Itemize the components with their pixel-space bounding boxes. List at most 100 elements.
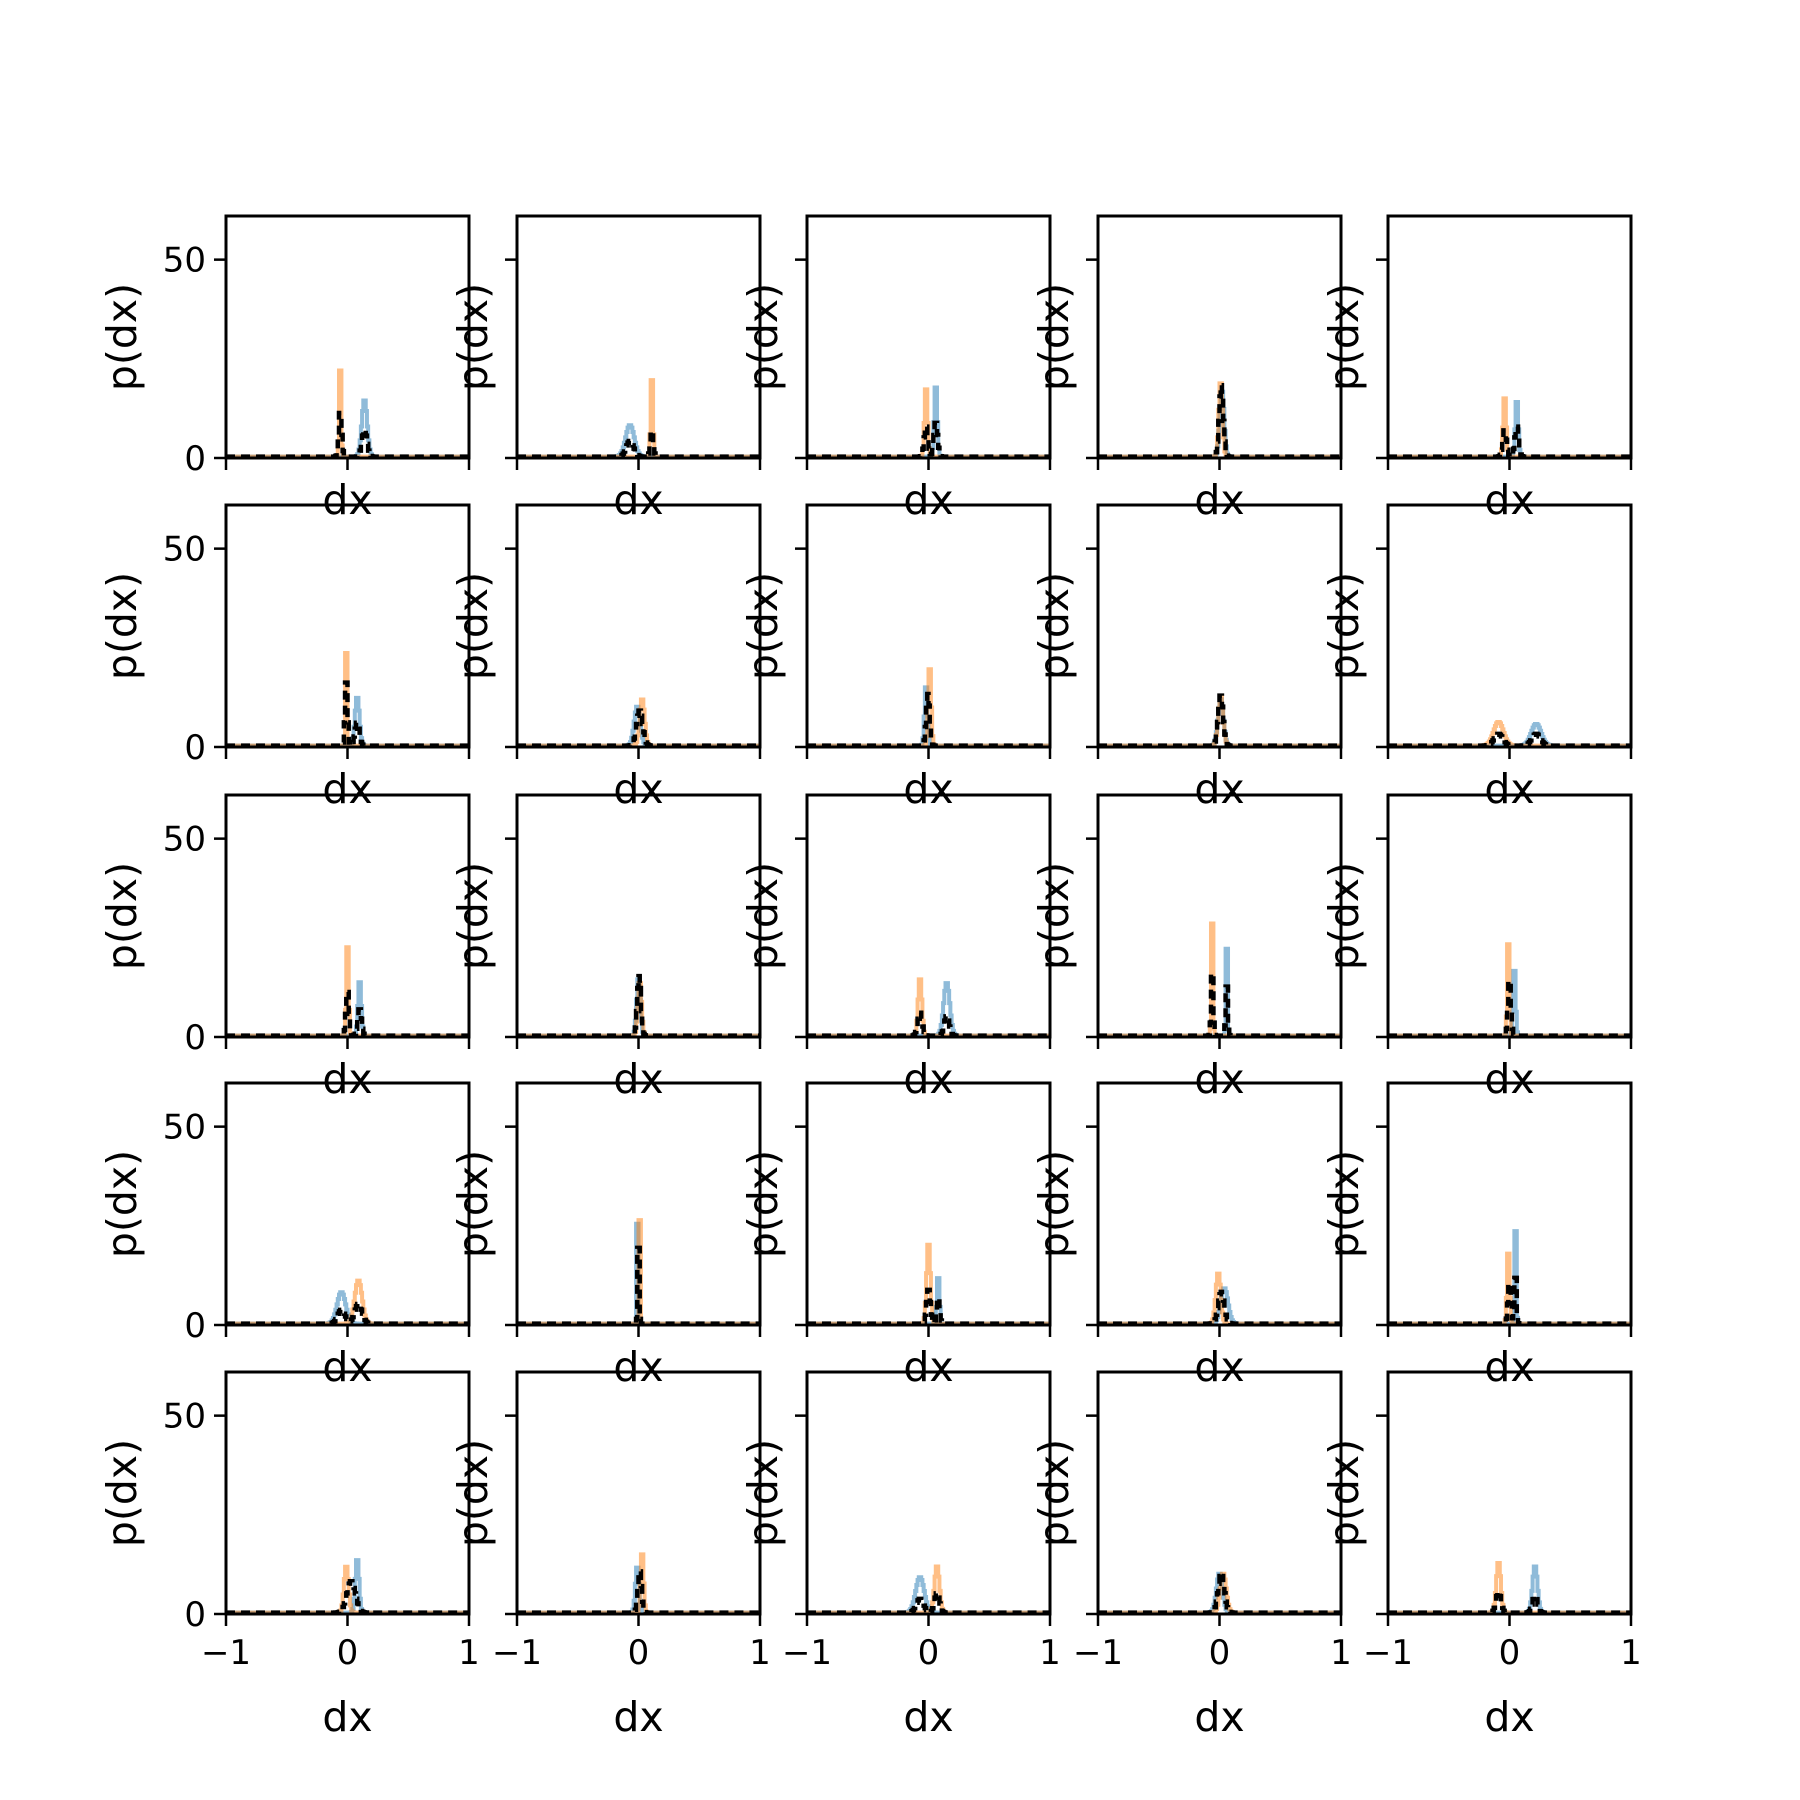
y-axis-label: p(dx) bbox=[98, 1150, 146, 1258]
x-tick-label: 0 bbox=[918, 1633, 940, 1673]
y-axis-label: p(dx) bbox=[98, 862, 146, 970]
y-tick-label: 50 bbox=[163, 530, 206, 570]
y-axis-label: p(dx) bbox=[449, 283, 497, 391]
histogram-orange bbox=[226, 1564, 469, 1614]
y-axis-label: p(dx) bbox=[98, 1439, 146, 1547]
y-axis-label: p(dx) bbox=[1030, 1150, 1078, 1258]
axes-frame bbox=[1096, 793, 1343, 1039]
y-axis-label: p(dx) bbox=[1320, 1150, 1368, 1258]
histogram-mean-dashed bbox=[1388, 424, 1631, 458]
y-tick-label: 0 bbox=[184, 1018, 206, 1058]
subplot-r2-c4: dx p(dx) bbox=[1320, 793, 1633, 1103]
y-axis-label: p(dx) bbox=[1030, 283, 1078, 391]
histogram-blue bbox=[807, 1575, 1050, 1614]
x-axis-label: dx bbox=[1194, 1343, 1244, 1391]
subplot-r3-c1: dx p(dx) bbox=[449, 1081, 762, 1391]
axes-frame bbox=[1386, 503, 1633, 749]
y-axis-label: p(dx) bbox=[449, 572, 497, 680]
axes-frame bbox=[224, 214, 471, 460]
x-axis-label: dx bbox=[903, 765, 953, 813]
x-axis-label: dx bbox=[1484, 1055, 1534, 1103]
y-tick-label: 0 bbox=[184, 439, 206, 479]
x-tick-label: 1 bbox=[749, 1633, 771, 1673]
x-axis-label: dx bbox=[903, 1055, 953, 1103]
subplot-r2-c2: dx p(dx) bbox=[739, 793, 1052, 1103]
y-tick-label: 0 bbox=[184, 1306, 206, 1346]
x-tick-label: −1 bbox=[782, 1633, 832, 1673]
axes-frame bbox=[1386, 214, 1633, 460]
histogram-blue bbox=[1098, 946, 1341, 1037]
histogram-orange bbox=[517, 981, 760, 1037]
x-axis-label: dx bbox=[322, 476, 372, 524]
x-tick-label: 1 bbox=[1620, 1633, 1642, 1673]
subplot-r0-c0: 0 50 dx p(dx) bbox=[98, 214, 471, 524]
subplot-r0-c4: dx p(dx) bbox=[1320, 214, 1633, 524]
x-axis-label: dx bbox=[613, 1055, 663, 1103]
subplot-r2-c3: dx p(dx) bbox=[1030, 793, 1343, 1103]
axes-frame bbox=[1386, 1370, 1633, 1616]
x-axis-label: dx bbox=[322, 1055, 372, 1103]
histogram-blue bbox=[517, 423, 760, 458]
histogram-orange bbox=[1098, 921, 1341, 1037]
x-axis-label: dx bbox=[613, 765, 663, 813]
y-axis-label: p(dx) bbox=[1320, 572, 1368, 680]
x-axis-label: dx bbox=[1194, 1693, 1244, 1741]
x-axis-label: dx bbox=[613, 1693, 663, 1741]
histogram-orange bbox=[1388, 719, 1631, 747]
histogram-mean-dashed bbox=[517, 1245, 760, 1325]
y-axis-label: p(dx) bbox=[449, 1439, 497, 1547]
histogram-mean-dashed bbox=[807, 1287, 1050, 1325]
subplot-r4-c3: −1 0 1 dx p(dx) bbox=[1030, 1370, 1352, 1741]
axes-frame bbox=[515, 214, 762, 460]
x-axis-label: dx bbox=[1484, 1693, 1534, 1741]
subplot-r1-c2: dx p(dx) bbox=[739, 503, 1052, 813]
y-axis-label: p(dx) bbox=[1030, 1439, 1078, 1547]
y-axis-label: p(dx) bbox=[1320, 862, 1368, 970]
y-tick-label: 50 bbox=[163, 820, 206, 860]
histogram-blue bbox=[226, 398, 469, 458]
y-axis-label: p(dx) bbox=[98, 283, 146, 391]
subplot-r1-c0: 0 50 dx p(dx) bbox=[98, 503, 471, 813]
y-axis-label: p(dx) bbox=[449, 1150, 497, 1258]
x-tick-label: 0 bbox=[337, 1633, 359, 1673]
histogram-mean-dashed bbox=[1098, 693, 1341, 747]
histogram-mean-dashed bbox=[226, 410, 469, 458]
x-axis-label: dx bbox=[903, 476, 953, 524]
histogram-mean-dashed bbox=[226, 989, 469, 1037]
y-axis-label: p(dx) bbox=[739, 572, 787, 680]
subplot-r3-c4: dx p(dx) bbox=[1320, 1081, 1633, 1391]
y-axis-label: p(dx) bbox=[1320, 1439, 1368, 1547]
subplot-r0-c1: dx p(dx) bbox=[449, 214, 762, 524]
x-axis-label: dx bbox=[1484, 765, 1534, 813]
subplot-r3-c3: dx p(dx) bbox=[1030, 1081, 1343, 1391]
x-axis-label: dx bbox=[1484, 476, 1534, 524]
subplot-r3-c2: dx p(dx) bbox=[739, 1081, 1052, 1391]
subplot-r3-c0: 0 50 dx p(dx) bbox=[98, 1081, 471, 1391]
histogram-orange bbox=[807, 977, 1050, 1037]
subplot-r1-c4: dx p(dx) bbox=[1320, 503, 1633, 813]
x-axis-label: dx bbox=[1194, 765, 1244, 813]
histogram-mean-dashed bbox=[1098, 971, 1341, 1037]
subplot-r2-c1: dx p(dx) bbox=[449, 793, 762, 1103]
x-tick-label: 0 bbox=[1499, 1633, 1521, 1673]
x-axis-label: dx bbox=[322, 1343, 372, 1391]
x-axis-label: dx bbox=[903, 1693, 953, 1741]
x-tick-label: 1 bbox=[458, 1633, 480, 1673]
y-axis-label: p(dx) bbox=[98, 572, 146, 680]
subplot-r2-c0: 0 50 dx p(dx) bbox=[98, 793, 471, 1103]
histogram-orange bbox=[1098, 695, 1341, 747]
subplot-r4-c2: −1 0 1 dx p(dx) bbox=[739, 1370, 1061, 1741]
y-tick-label: 50 bbox=[163, 1397, 206, 1437]
x-tick-label: 0 bbox=[628, 1633, 650, 1673]
subplot-r0-c3: dx p(dx) bbox=[1030, 214, 1343, 524]
y-tick-label: 50 bbox=[163, 1108, 206, 1148]
histogram-mean-dashed bbox=[1388, 1589, 1631, 1614]
x-tick-label: 1 bbox=[1330, 1633, 1352, 1673]
x-tick-label: −1 bbox=[492, 1633, 542, 1673]
x-tick-label: 0 bbox=[1209, 1633, 1231, 1673]
histogram-orange bbox=[226, 368, 469, 458]
y-tick-label: 0 bbox=[184, 728, 206, 768]
x-axis-label: dx bbox=[613, 1343, 663, 1391]
y-axis-label: p(dx) bbox=[1030, 862, 1078, 970]
